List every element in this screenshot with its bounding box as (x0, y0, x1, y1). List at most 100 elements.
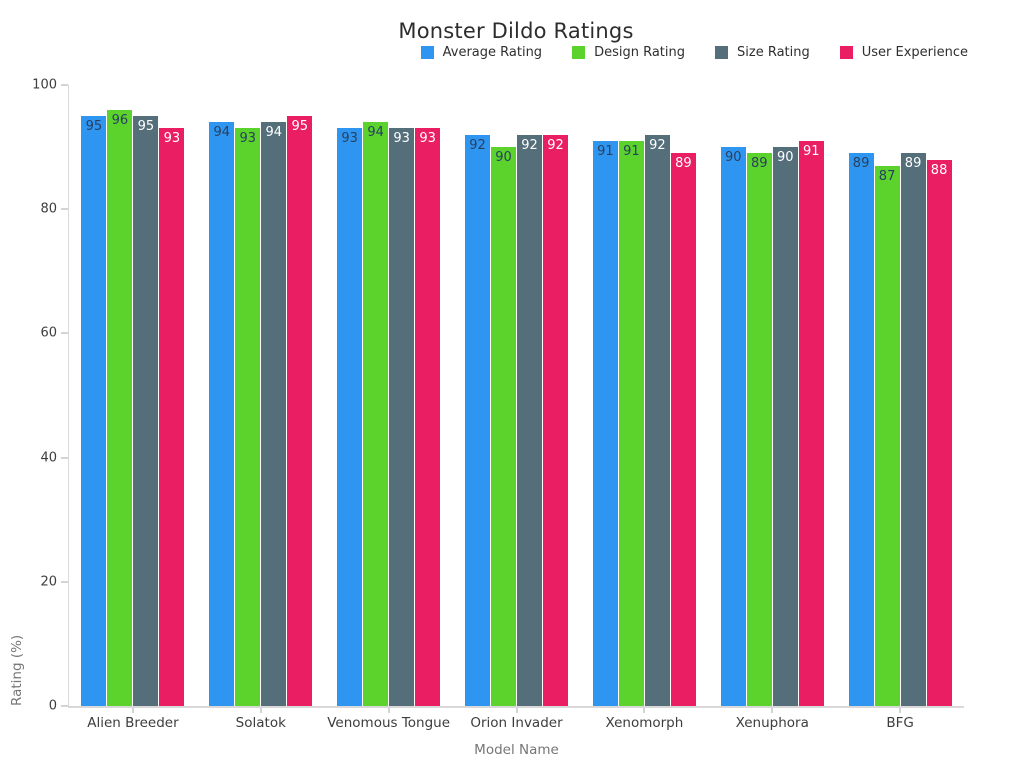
x-tick-mark (132, 708, 134, 713)
bar-value-label: 95 (137, 119, 155, 135)
bar-group: 93 94 93 93 (325, 85, 453, 706)
x-category-label: Orion Invader (470, 715, 563, 731)
x-category-label: Alien Breeder (87, 715, 179, 731)
x-category-label: Xenuphora (735, 715, 809, 731)
bar: 92 (465, 134, 490, 706)
bar: 93 (235, 128, 261, 706)
bar: 92 (517, 134, 542, 706)
bar-value-label: 89 (852, 156, 870, 172)
y-tick-label: 20 (40, 574, 57, 590)
bar-group: 94 93 94 95 (197, 85, 325, 706)
bar-value-label: 91 (623, 143, 640, 159)
x-category-label: BFG (886, 715, 914, 731)
y-tick-label: 80 (40, 201, 57, 217)
legend-swatch (839, 46, 853, 59)
bar-value-label: 92 (649, 137, 666, 153)
legend-item: Average Rating (420, 45, 543, 60)
bar-value-label: 93 (163, 131, 181, 147)
y-tick-label: 100 (32, 77, 57, 93)
x-tick-mark (643, 708, 645, 713)
bar-value-label: 89 (750, 156, 768, 172)
x-tick-mark (260, 708, 262, 713)
bar-value-label: 88 (930, 162, 948, 178)
y-tick-mark (61, 457, 68, 459)
bar: 89 (746, 153, 772, 706)
bar-value-label: 94 (265, 125, 283, 141)
bar: 93 (159, 128, 185, 706)
bar-group: 92 90 92 92 (453, 85, 581, 706)
bar: 93 (337, 128, 363, 706)
bar-value-label: 92 (547, 137, 564, 153)
x-category-label: Xenomorph (605, 715, 684, 731)
legend-label: Design Rating (594, 45, 685, 60)
bar-value-label: 94 (213, 125, 231, 141)
bar-value-label: 91 (597, 143, 614, 159)
bar: 94 (209, 122, 235, 706)
bar: 90 (720, 147, 746, 706)
x-tick-mark (388, 708, 390, 713)
x-tick-mark (899, 708, 901, 713)
legend: Average Rating Design Rating Size Rating Us… (420, 45, 968, 60)
bar-value-label: 87 (878, 168, 896, 184)
bar-value-label: 96 (111, 112, 129, 128)
bar: 90 (491, 147, 516, 706)
bar: 95 (133, 116, 159, 706)
legend-swatch (420, 46, 434, 59)
legend-item: Design Rating (572, 45, 685, 60)
bar: 91 (798, 140, 824, 706)
x-tick-mark (771, 708, 773, 713)
y-tick-mark (61, 332, 68, 334)
bar: 92 (644, 134, 670, 706)
bar-value-label: 91 (802, 143, 820, 159)
bar: 89 (900, 153, 926, 706)
bar: 91 (592, 140, 618, 706)
plot-area: 0 20 40 60 80 100 95 96 95 93 94 93 94 95 93 94 93 93 92 9… (9, 78, 964, 758)
y-tick-label: 40 (40, 450, 57, 466)
x-category-label: Venomous Tongue (327, 715, 451, 731)
legend-label: User Experience (861, 45, 968, 60)
bar: 89 (848, 153, 874, 706)
bar-value-label: 94 (367, 125, 384, 141)
bar-value-label: 92 (521, 137, 538, 153)
bar: 93 (415, 128, 441, 706)
x-tick-mark (516, 708, 517, 713)
bar-value-label: 93 (419, 131, 436, 147)
bar-value-label: 89 (904, 156, 922, 172)
bar-value-label: 92 (469, 137, 486, 153)
bar-groups: 95 96 95 93 94 93 94 95 93 94 93 93 92 90 92 92 91 91 92 89… (69, 85, 964, 706)
chart-title: Monster Dildo Ratings (398, 19, 634, 43)
legend-swatch (572, 46, 586, 59)
y-tick-label: 60 (40, 325, 57, 341)
bar: 95 (81, 116, 107, 706)
y-tick-mark (61, 208, 68, 210)
bar-value-label: 93 (239, 131, 257, 147)
legend-label: Size Rating (737, 45, 810, 60)
bar: 89 (670, 153, 696, 706)
bar: 87 (874, 165, 900, 706)
legend-swatch (715, 46, 728, 59)
y-axis-title: Rating (%) (9, 634, 25, 706)
legend-label: Average Rating (442, 45, 543, 60)
bar-value-label: 90 (724, 150, 742, 166)
bar: 91 (618, 140, 644, 706)
bar-value-label: 89 (675, 156, 692, 172)
bar: 92 (543, 134, 568, 706)
y-tick-mark (61, 705, 68, 707)
bar: 90 (772, 147, 798, 706)
x-category-labels: Alien Breeder Solatok Venomous Tongue Orion… (69, 715, 964, 731)
x-category-label: Solatok (235, 715, 286, 731)
y-tick-mark (61, 84, 68, 86)
legend-item: Size Rating (715, 45, 810, 60)
y-tick-mark (61, 581, 68, 583)
bar: 88 (926, 159, 952, 706)
bar-value-label: 95 (85, 119, 103, 135)
bar-group: 95 96 95 93 (69, 85, 197, 706)
legend-item: User Experience (839, 45, 968, 60)
bar-group: 89 87 89 88 (836, 85, 964, 706)
bar: 96 (107, 109, 133, 706)
bar-group: 91 91 92 89 (580, 85, 708, 706)
bar: 94 (261, 122, 287, 706)
bar-value-label: 95 (291, 119, 309, 135)
bar: 94 (363, 122, 389, 706)
